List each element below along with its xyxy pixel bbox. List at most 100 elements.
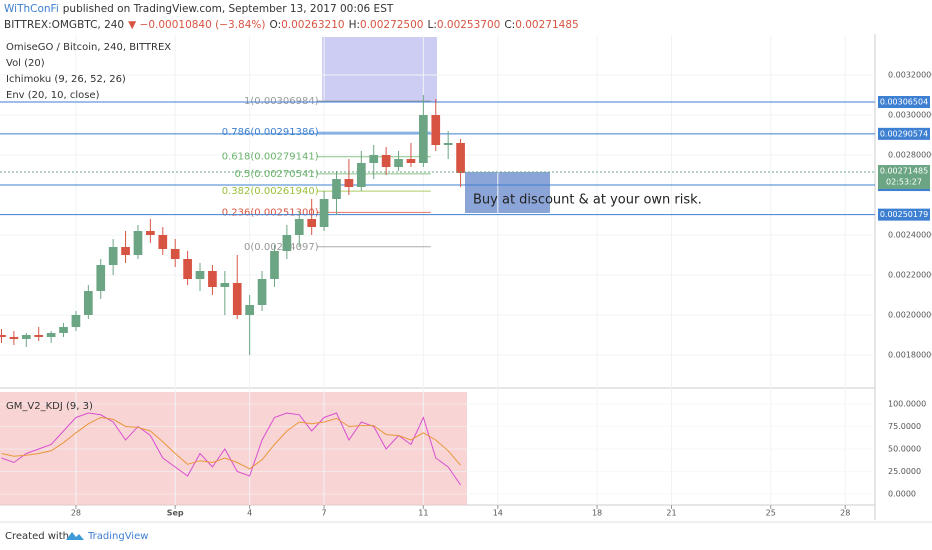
x-tick-label: 18	[592, 509, 602, 518]
candle-body	[282, 235, 292, 251]
author[interactable]: WiThConFi	[4, 3, 59, 15]
fib-label: 0.5(0.00270541)	[234, 169, 318, 180]
ohlc-value: 0.00271485	[515, 19, 578, 31]
candle-body	[356, 163, 366, 187]
ohlc-key: H:	[349, 19, 360, 31]
footer-brand[interactable]: TradingView	[87, 531, 148, 542]
y-tick-label: 0.00320000	[888, 71, 932, 80]
price-tag	[878, 127, 930, 140]
current-price-tag	[878, 165, 930, 190]
y-tick-label: 0.00240000	[888, 231, 932, 240]
x-tick-label: 28	[840, 509, 850, 518]
candle-body	[431, 115, 441, 145]
ohlc-key: L:	[427, 19, 436, 31]
y-tick-label: 0.00300000	[888, 111, 932, 120]
candle-body	[46, 333, 56, 337]
candle-body	[257, 279, 267, 305]
price-tag	[878, 95, 930, 108]
candle-body	[232, 283, 242, 315]
header-line1: WiThConFi published on TradingView.com, S…	[4, 3, 394, 15]
header-bg	[0, 0, 932, 32]
candle-body	[220, 283, 230, 287]
candle-body	[294, 219, 304, 235]
candle-body	[270, 251, 279, 279]
y-tick-label: 0.00280000	[888, 151, 932, 160]
price-tag	[878, 208, 930, 221]
fib-label: 0.236(0.00251300)	[222, 207, 319, 218]
indicator-label: Vol (20)	[6, 58, 45, 69]
candle-body	[208, 271, 217, 287]
y-tick-label: 100.0000	[888, 399, 926, 408]
kdj-line	[1, 416, 461, 470]
countdown: 02:53:27	[886, 178, 922, 187]
fib-label: 0.382(0.00261940)	[222, 186, 319, 197]
candle-body	[344, 179, 354, 187]
price-tag-label: 0.00306504	[880, 97, 928, 106]
candle-body	[121, 247, 130, 255]
header-line2: BITTREX:OMGBTC, 240 ▼ −0.00010840 (−3.84%…	[4, 19, 579, 31]
candle-body	[443, 143, 453, 145]
indicator-label: Env (20, 10, close)	[6, 90, 100, 101]
candle-body	[369, 155, 379, 163]
ohlc-key: C:	[504, 19, 515, 31]
candle-body	[108, 247, 118, 265]
candle-body	[84, 291, 93, 315]
y-tick-label: 0.00180000	[888, 351, 932, 360]
current-price-label: 0.00271485	[880, 167, 928, 176]
y-tick-label: 0.00220000	[888, 271, 932, 280]
candle-body	[9, 337, 19, 339]
x-tick-label: 21	[666, 509, 676, 518]
fib-label: 0.618(0.00279141)	[222, 152, 319, 163]
y-tick-label: 75.0000	[888, 422, 921, 431]
candle-body	[394, 159, 403, 167]
annotation: Buy at discount & at your own risk.	[473, 193, 702, 208]
ohlc-value: 0.00253700	[437, 19, 500, 31]
candle-body	[195, 271, 205, 279]
x-tick-label: 7	[322, 509, 327, 518]
candle-body	[34, 335, 44, 337]
y-tick-label: 0.0000	[888, 490, 916, 499]
change: ▼ −0.00010840 (−3.84%)	[128, 19, 265, 31]
candle-body	[133, 231, 143, 255]
y-tick-label: 50.0000	[888, 444, 921, 453]
fib-label: 0.786(0.00291386)	[222, 127, 319, 138]
x-tick-label: 28	[71, 509, 81, 518]
candle-body	[381, 155, 391, 167]
candle-body	[158, 235, 168, 249]
candle-body	[71, 315, 81, 327]
symbol: BITTREX:OMGBTC, 240	[4, 19, 124, 31]
price-tag-label: 0.00250179	[880, 210, 928, 219]
x-tick-label: 14	[493, 509, 503, 518]
x-tick-label: 4	[247, 509, 252, 518]
tv-logo	[66, 532, 84, 540]
footer-created: Created with	[5, 531, 69, 542]
price-tag-label: 0.00290574	[880, 129, 928, 138]
x-tick-label: Sep	[167, 509, 184, 518]
candle-body	[332, 179, 341, 199]
ohlc-key: O:	[269, 19, 281, 31]
ohlc-value: 0.00263210	[281, 19, 344, 31]
y-tick-label: 25.0000	[888, 467, 921, 476]
candle-body	[245, 305, 254, 315]
candle-body	[59, 327, 68, 333]
candle-body	[21, 335, 31, 339]
y-tick-label: 0.00200000	[888, 311, 932, 320]
candle-body	[170, 249, 180, 259]
indicator-label: Ichimoku (9, 26, 52, 26)	[6, 74, 126, 85]
candle-body	[0, 335, 6, 337]
candle-body	[456, 143, 465, 173]
candle-body	[96, 265, 106, 291]
published: published on TradingView.com, September …	[63, 3, 394, 15]
candle-body	[307, 219, 317, 227]
candle-body	[319, 199, 329, 227]
x-tick-label: 11	[418, 509, 428, 518]
chart-title: OmiseGO / Bitcoin, 240, BITTREX	[6, 42, 171, 53]
x-tick-label: 25	[766, 509, 776, 518]
candle-body	[146, 231, 155, 235]
candle-body	[419, 115, 428, 163]
candle-body	[183, 259, 192, 279]
ohlc-value: 0.00272500	[360, 19, 423, 31]
candle-body	[406, 159, 416, 163]
fib-label: 0(0.00234097)	[244, 242, 319, 253]
